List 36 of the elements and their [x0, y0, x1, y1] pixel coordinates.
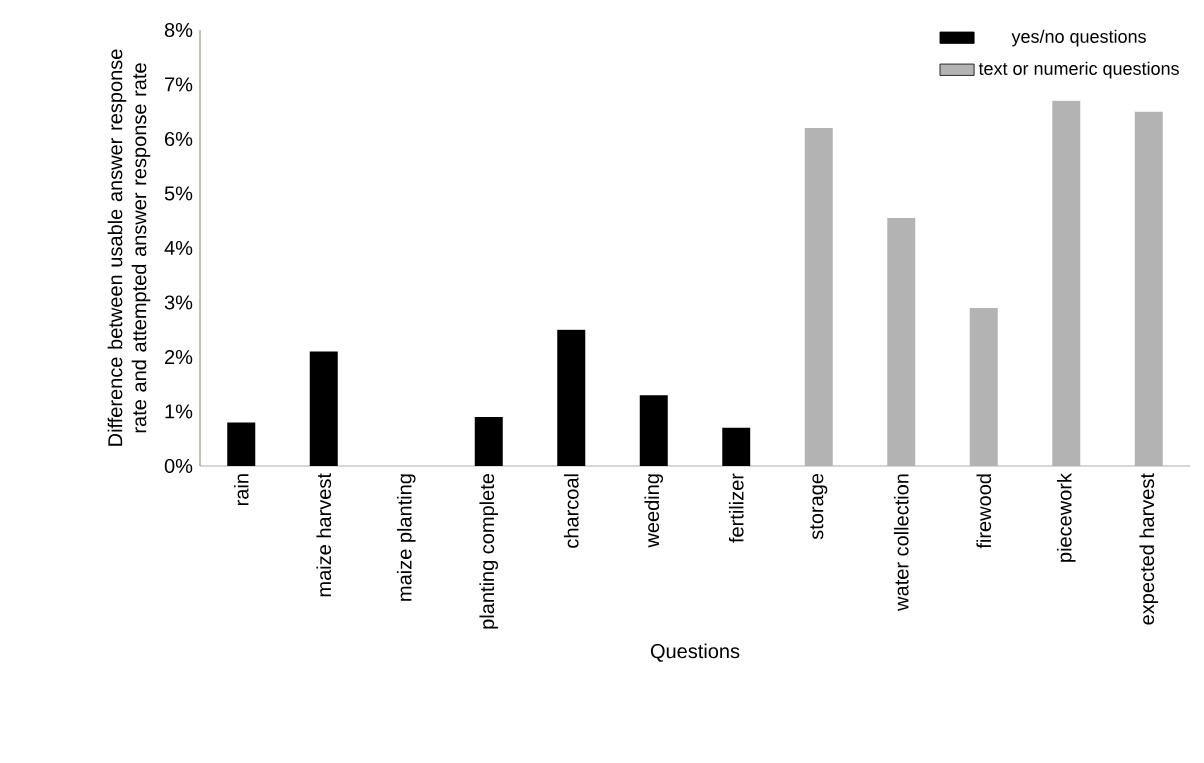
- bar: [227, 422, 256, 466]
- y-tick-label: 3%: [164, 295, 193, 310]
- y-axis-title: Difference between usable answer response rate and attempted answer response rate: [107, 49, 151, 446]
- legend-label: text or numeric questions: [978, 61, 1179, 79]
- y-tick-label: 4%: [164, 240, 193, 255]
- x-tick-label: rain: [233, 474, 249, 506]
- y-tick-label: 5%: [164, 186, 193, 201]
- x-tick-label: firewood: [976, 474, 992, 549]
- bar: [474, 416, 503, 466]
- bar: [557, 329, 586, 466]
- x-tick-label: storage: [810, 473, 828, 540]
- y-tick-label: 2%: [165, 349, 193, 365]
- bar: [969, 307, 998, 466]
- x-tick-label: piecework: [1056, 473, 1076, 562]
- x-tick-label: fertilizer: [728, 473, 744, 543]
- bar: [639, 395, 668, 466]
- x-axis-title: Questions: [650, 643, 740, 662]
- legend-label: yes/no questions: [1011, 29, 1146, 47]
- y-tick-label: 6%: [165, 131, 193, 147]
- y-tick-label: 1%: [165, 404, 193, 419]
- x-tick-label: expected harvest: [1139, 473, 1159, 625]
- x-tick-label: maize harvest: [316, 473, 332, 597]
- bar: [1134, 111, 1163, 466]
- bar: [1052, 100, 1081, 466]
- y-tick-label: 7%: [165, 77, 193, 92]
- x-tick-label: water collection: [893, 474, 909, 611]
- y-tick-label: 0%: [164, 458, 193, 474]
- bar: [887, 218, 916, 466]
- x-tick-label: maize planting: [396, 474, 416, 601]
- x-tick-label: weeding: [644, 474, 664, 548]
- bar: [804, 128, 833, 466]
- x-tick-label: charcoal: [563, 474, 579, 548]
- y-tick-label: 8%: [164, 22, 193, 38]
- bar: [722, 427, 751, 466]
- x-tick-label: planting complete: [479, 474, 499, 629]
- bar: [309, 351, 338, 466]
